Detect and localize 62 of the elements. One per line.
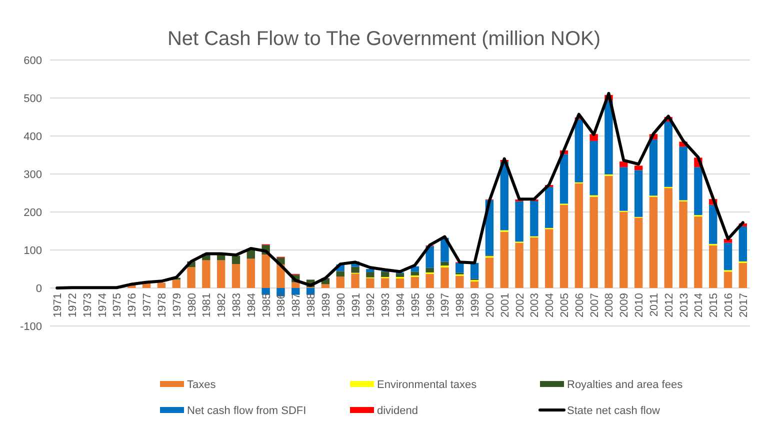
y-tick-label: 600 [24,55,42,67]
x-tick-label: 1982 [216,293,228,318]
y-tick-label: 400 [24,131,42,143]
x-tick-label: 1977 [142,293,154,318]
x-tick-label: 1992 [365,293,378,318]
y-tick-label: -100 [20,321,42,333]
x-tick-label: 2015 [708,293,720,318]
y-tick-label: 200 [24,207,42,219]
x-tick-label: 2005 [559,293,572,318]
x-tick-label: 1975 [112,293,124,318]
x-tick-label: 1971 [52,293,64,318]
x-tick-label: 2009 [618,293,631,318]
x-tick-label: 2006 [574,293,586,318]
x-tick-label: 1994 [395,293,407,318]
x-tick-label: 1990 [335,293,348,318]
chart-title: Net Cash Flow to The Government (million NOK) [167,28,601,50]
y-tick-label: 300 [24,169,42,181]
x-tick-label: 2014 [693,293,706,318]
x-tick-label: 2007 [588,293,601,318]
x-tick-label: 1996 [424,293,437,318]
x-tick-label: 2010 [634,293,646,318]
legend-label: Net cash flow from SDFI [187,405,306,417]
legend-label: dividend [377,405,418,417]
x-tick-label: 1995 [410,293,422,318]
x-tick-label: 2002 [514,293,526,318]
x-tick-label: 1973 [82,293,94,318]
x-tick-label: 2003 [529,293,542,318]
x-tick-label: 1989 [320,293,332,318]
x-tick-label: 1979 [171,293,184,318]
x-tick-label: 2016 [723,293,736,318]
x-tick-label: 2000 [484,293,496,318]
x-tick-label: 2004 [544,293,556,318]
x-tick-label: 1984 [246,293,258,318]
y-tick-label: 100 [24,245,42,257]
x-tick-label: 1972 [66,293,79,318]
x-tick-label: 2012 [663,293,676,318]
legend-label: Taxes [187,379,216,391]
x-tick-label: 2011 [648,293,660,317]
x-tick-label: 1983 [230,293,243,318]
x-tick-label: 1974 [96,293,109,318]
x-tick-label: 1986 [276,293,288,318]
x-tick-label: 1999 [470,293,482,318]
x-tick-label: 1993 [380,293,392,318]
legend-label: Royalties and area fees [567,379,684,391]
x-tick-label: 1976 [126,293,139,318]
y-tick-label: 0 [36,283,42,295]
legend-label: Environmental taxes [377,379,478,391]
x-tick-label: 1991 [350,293,362,318]
x-tick-label: 1998 [454,293,467,318]
x-tick-label: 2008 [604,293,616,318]
x-tick-label: 1985 [260,293,273,318]
x-tick-label: 1981 [201,293,214,318]
x-tick-label: 1988 [306,293,318,318]
x-tick-label: 2001 [499,293,512,318]
legend-label: State net cash flow [567,405,660,417]
y-tick-label: 500 [24,93,42,105]
x-tick-label: 1997 [440,293,452,318]
x-tick-label: 1980 [186,293,198,318]
x-tick-label: 1978 [156,293,168,318]
x-tick-label: 2013 [678,293,690,318]
x-tick-label: 2017 [738,293,750,318]
x-tick-label: 1987 [290,293,303,318]
